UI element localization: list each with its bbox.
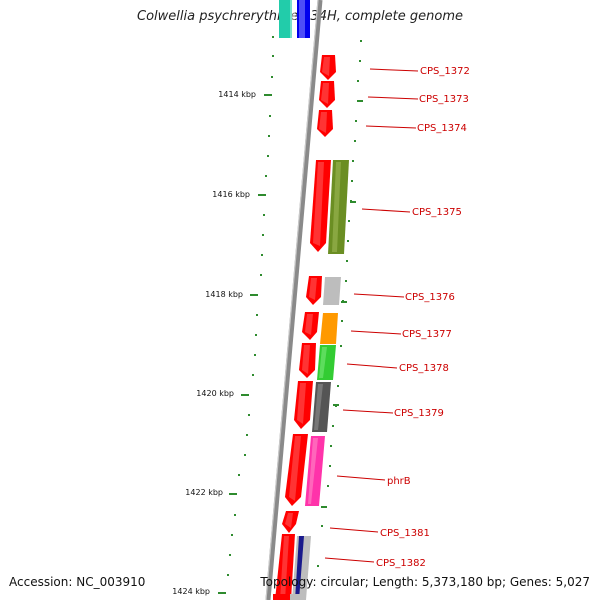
gene-label-cps-1379[interactable]: CPS_1379 — [394, 408, 444, 419]
gene-cps-1381[interactable] — [282, 511, 299, 533]
gene-label-cps-1377[interactable]: CPS_1377 — [402, 329, 452, 340]
gene-cps-1376[interactable] — [306, 276, 341, 305]
gene-cps-1374[interactable] — [317, 110, 333, 137]
scale-label-1418: 1418 kbp — [205, 290, 243, 299]
gene-label-cps-1381[interactable]: CPS_1381 — [380, 528, 430, 539]
gene-top-partial[interactable] — [279, 0, 310, 38]
gene-label-cps-1376[interactable]: CPS_1376 — [405, 292, 455, 303]
backbone — [265, 0, 323, 600]
gene-cps-1375[interactable] — [310, 160, 349, 254]
scale-label-1420: 1420 kbp — [196, 389, 234, 398]
scale-label-1422: 1422 kbp — [185, 488, 223, 497]
scale-axis: 1414 kbp 1416 kbp 1418 kbp 1420 kbp 1422… — [172, 36, 363, 596]
gene-cps-1379[interactable] — [294, 381, 331, 432]
gene-label-cps-1382[interactable]: CPS_1382 — [376, 558, 426, 569]
gene-cps-1378[interactable] — [299, 343, 336, 380]
gene-label-cps-1372[interactable]: CPS_1372 — [420, 66, 470, 77]
scale-label-1424: 1424 kbp — [172, 587, 210, 596]
label-leader-lines — [324, 68, 419, 563]
gene-label-phrb[interactable]: phrB — [387, 476, 411, 487]
gene-bottom-partial[interactable] — [273, 594, 306, 600]
gene-label-cps-1375[interactable]: CPS_1375 — [412, 207, 462, 218]
scale-label-1416: 1416 kbp — [212, 190, 250, 199]
gene-cps-1382[interactable] — [275, 534, 311, 600]
gene-cps-1372[interactable] — [320, 55, 336, 80]
gene-label-cps-1373[interactable]: CPS_1373 — [419, 94, 469, 105]
scale-major-ticks — [218, 94, 363, 594]
gene-label-cps-1378[interactable]: CPS_1378 — [399, 363, 449, 374]
scale-label-1414: 1414 kbp — [218, 90, 256, 99]
gene-label-cps-1374[interactable]: CPS_1374 — [417, 123, 467, 134]
accession-text: Accession: NC_003910 — [9, 575, 146, 589]
gene-cps-1377[interactable] — [302, 312, 338, 344]
gene-cps-1373[interactable] — [319, 81, 335, 108]
genome-summary-text: Topology: circular; Length: 5,373,180 bp… — [260, 575, 590, 589]
gene-phrb[interactable] — [285, 434, 325, 506]
